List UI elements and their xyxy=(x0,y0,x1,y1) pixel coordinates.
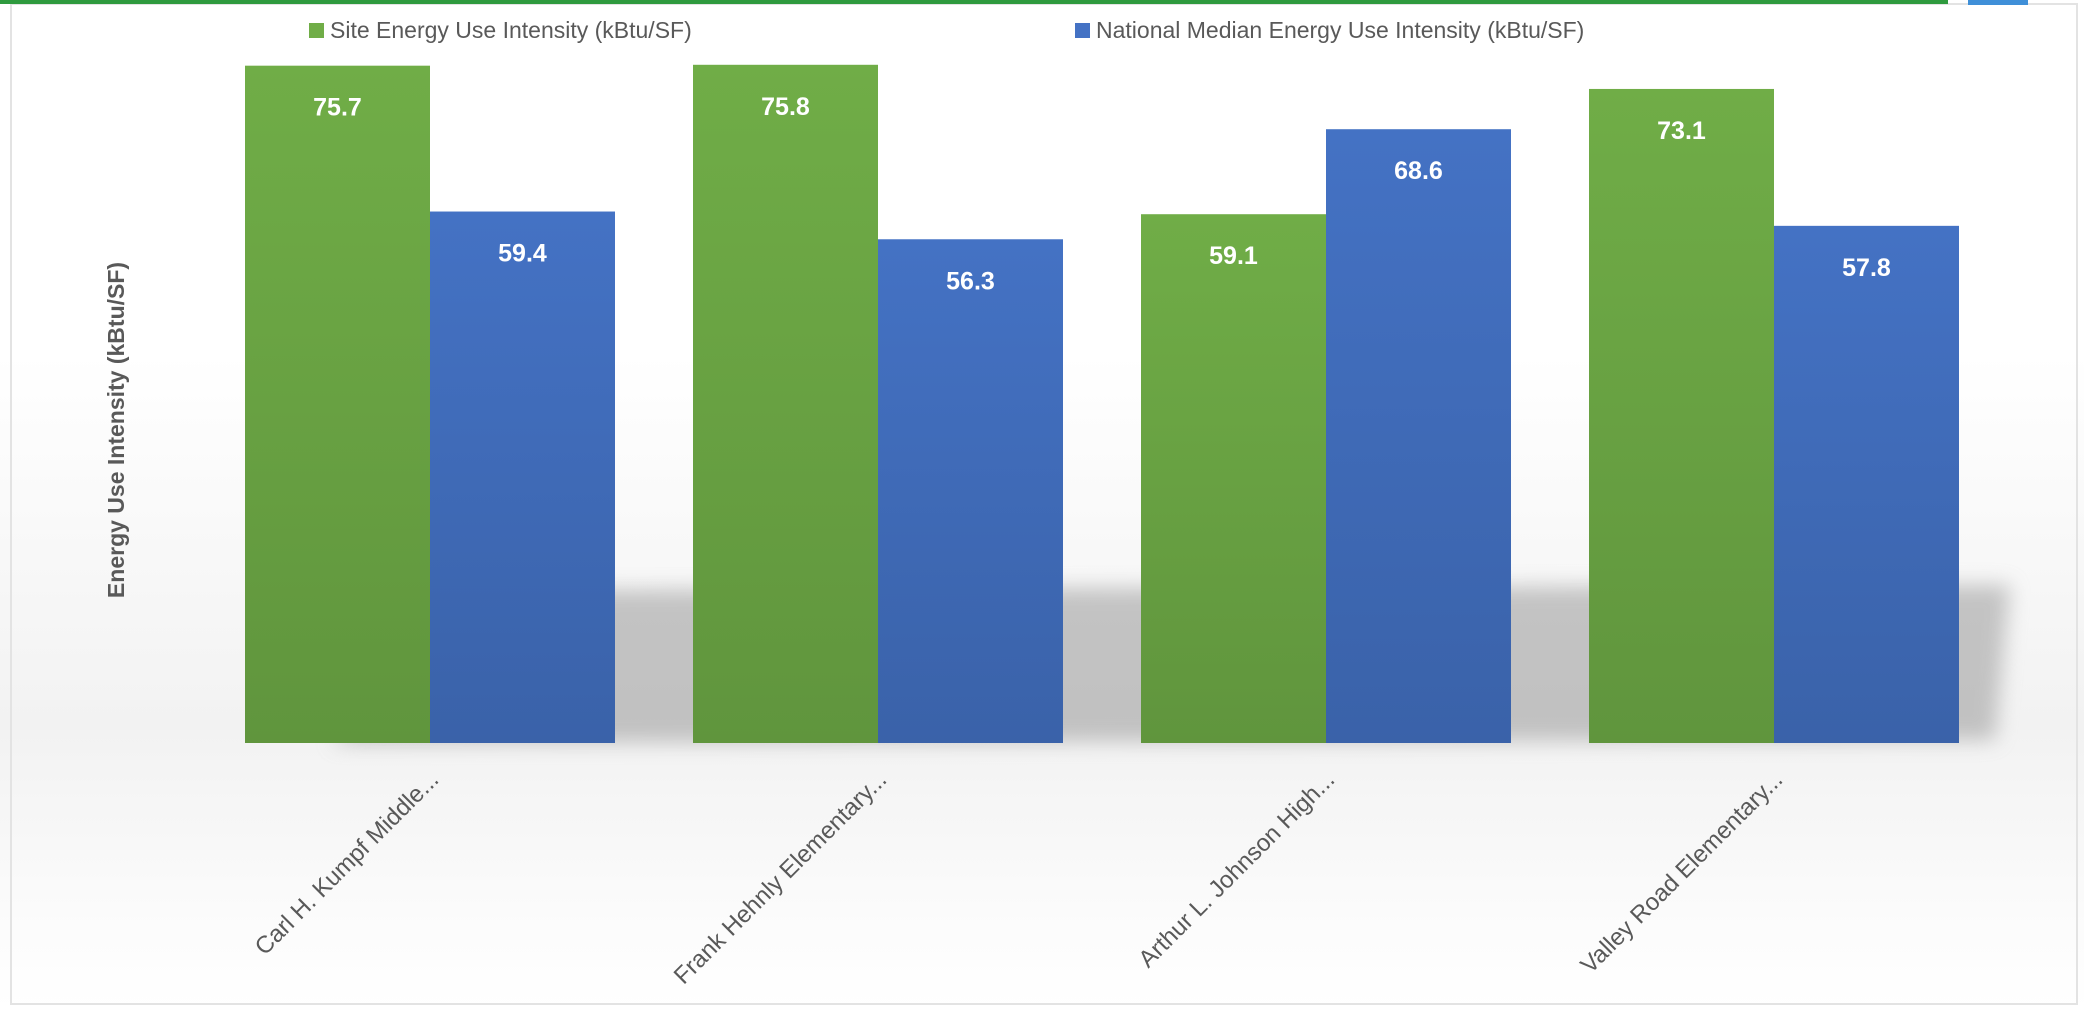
legend-item: National Median Energy Use Intensity (kB… xyxy=(1075,17,1584,43)
legend-item: Site Energy Use Intensity (kBtu/SF) xyxy=(309,17,692,43)
top-right-accent xyxy=(1968,0,2028,5)
bar xyxy=(878,239,1063,743)
legend-label: National Median Energy Use Intensity (kB… xyxy=(1096,17,1584,43)
legend-label: Site Energy Use Intensity (kBtu/SF) xyxy=(330,17,692,43)
data-label: 68.6 xyxy=(1394,157,1443,185)
y-axis-title: Energy Use Intensity (kBtu/SF) xyxy=(103,262,129,598)
data-label: 56.3 xyxy=(946,267,995,295)
bar xyxy=(245,65,430,744)
bar xyxy=(1141,214,1326,744)
legend-swatch xyxy=(1075,23,1090,38)
data-label: 73.1 xyxy=(1657,117,1706,145)
bar-group: 59.1 68.6 xyxy=(1141,129,1511,744)
data-label: 75.8 xyxy=(761,93,810,121)
bar-group: 75.8 56.3 xyxy=(693,64,1063,743)
bar xyxy=(430,211,615,744)
bar xyxy=(1326,129,1511,744)
bar-group: 73.1 57.8 xyxy=(1589,88,1959,743)
bar xyxy=(1774,225,1959,743)
data-label: 59.4 xyxy=(498,240,547,268)
data-label: 75.7 xyxy=(313,94,362,122)
bar xyxy=(1589,88,1774,743)
data-label: 59.1 xyxy=(1209,242,1258,270)
bar-group: 75.7 59.4 xyxy=(245,65,615,744)
top-border xyxy=(0,0,1948,4)
data-label: 57.8 xyxy=(1842,254,1891,282)
bar xyxy=(693,64,878,743)
legend-swatch xyxy=(309,23,324,38)
legend: Site Energy Use Intensity (kBtu/SF) Natio… xyxy=(309,17,1584,43)
